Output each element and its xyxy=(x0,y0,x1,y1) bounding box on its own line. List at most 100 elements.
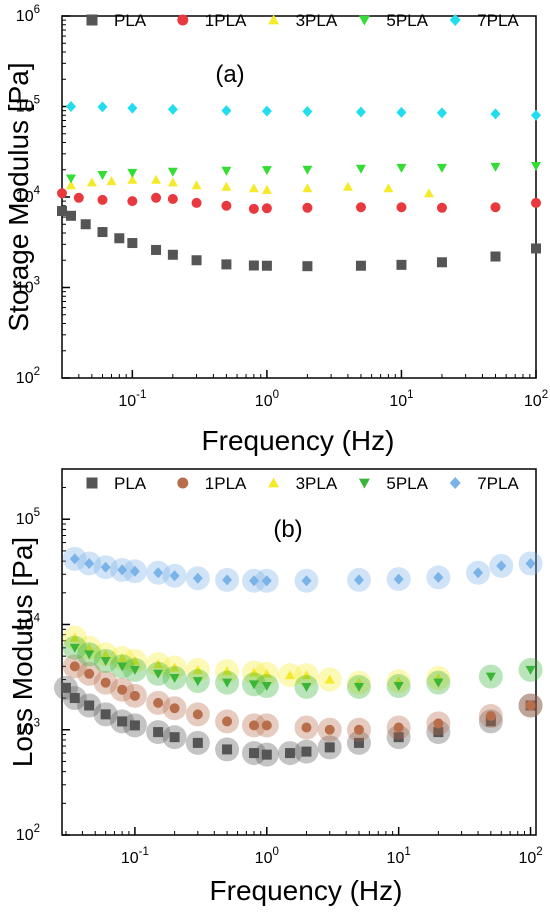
legend-marker xyxy=(86,14,98,26)
data-point xyxy=(93,648,118,673)
data-point xyxy=(396,106,407,118)
data-point xyxy=(97,101,108,113)
data-point xyxy=(317,667,342,692)
data-point xyxy=(242,713,267,738)
x-tick-label: 102 xyxy=(524,389,548,410)
data-point xyxy=(191,180,202,190)
data-point xyxy=(490,202,501,213)
data-point xyxy=(110,646,135,671)
data-point xyxy=(80,219,91,230)
data-point xyxy=(185,566,210,591)
data-point xyxy=(478,709,503,734)
data-point xyxy=(146,560,171,585)
data-point xyxy=(355,260,366,271)
data-point xyxy=(86,177,97,187)
data-point xyxy=(317,735,342,760)
data-point xyxy=(73,192,84,203)
panel-label: (b) xyxy=(273,516,302,543)
data-point xyxy=(191,255,202,266)
y-axis-label: Loss Modulus [Pa] xyxy=(7,537,38,767)
data-point xyxy=(77,693,102,718)
data-point xyxy=(215,709,240,734)
data-point xyxy=(146,690,171,715)
data-point xyxy=(185,702,210,727)
data-point xyxy=(478,704,503,729)
data-point xyxy=(66,180,77,190)
data-point xyxy=(167,177,178,187)
series-1PLA xyxy=(62,654,543,742)
data-point xyxy=(97,194,108,205)
data-point xyxy=(242,660,267,685)
data-point xyxy=(66,101,77,112)
data-point xyxy=(278,663,303,688)
data-point xyxy=(254,568,279,593)
data-point xyxy=(254,713,279,738)
data-point xyxy=(261,184,272,194)
data-point xyxy=(355,106,366,118)
data-point xyxy=(436,163,447,173)
data-point xyxy=(436,202,447,213)
data-point xyxy=(346,674,371,699)
data-point xyxy=(167,167,178,177)
data-point xyxy=(302,165,313,175)
data-point xyxy=(254,674,279,699)
data-point xyxy=(167,249,178,260)
legend-marker xyxy=(449,13,461,27)
data-point xyxy=(531,109,541,121)
data-point xyxy=(110,557,135,582)
data-point xyxy=(122,648,147,673)
series-PLA xyxy=(53,675,543,767)
data-point xyxy=(62,546,87,571)
legend-label: 3PLA xyxy=(296,474,338,493)
data-point xyxy=(386,567,411,592)
data-point xyxy=(110,654,135,679)
data-point xyxy=(221,166,232,176)
panel-label: (a) xyxy=(215,61,244,88)
data-point xyxy=(77,642,102,667)
data-point xyxy=(127,168,138,178)
data-point xyxy=(215,737,240,762)
data-point xyxy=(346,567,371,592)
data-point xyxy=(294,663,319,688)
data-point xyxy=(62,625,87,650)
data-point xyxy=(127,102,138,114)
data-point xyxy=(489,553,514,578)
panel-a: (a) Frequency (Hz) Storage Modulus [Pa] … xyxy=(3,4,548,456)
data-point xyxy=(396,202,407,213)
data-point xyxy=(518,657,543,682)
data-point xyxy=(355,202,366,213)
data-point xyxy=(518,693,543,718)
data-point xyxy=(242,672,267,697)
x-tick-label: 10-1 xyxy=(118,389,146,410)
data-point xyxy=(426,711,451,736)
y-tick-label: 104 xyxy=(16,612,41,633)
x-tick-label: 101 xyxy=(389,389,413,410)
data-point xyxy=(254,661,279,686)
data-point xyxy=(294,739,319,764)
data-point xyxy=(518,551,543,576)
data-point xyxy=(110,709,135,734)
data-layer xyxy=(53,546,543,767)
data-point xyxy=(531,197,541,208)
data-point xyxy=(57,188,67,199)
data-point xyxy=(342,181,353,191)
data-point xyxy=(167,103,178,115)
data-point xyxy=(302,183,313,193)
plot-frame xyxy=(61,468,537,836)
data-point xyxy=(436,107,447,119)
data-point xyxy=(151,192,162,203)
legend-marker xyxy=(177,14,189,26)
data-point xyxy=(383,183,394,193)
data-point xyxy=(57,206,67,217)
series-5PLA xyxy=(66,162,541,184)
x-axis-label: Frequency (Hz) xyxy=(202,425,395,456)
data-point xyxy=(386,715,411,740)
legend-label: 7PLA xyxy=(477,11,519,30)
data-point xyxy=(346,717,371,742)
data-point xyxy=(191,197,202,208)
data-point xyxy=(426,720,451,745)
data-point xyxy=(162,655,187,680)
x-tick-label: 101 xyxy=(387,846,411,867)
data-point xyxy=(185,669,210,694)
